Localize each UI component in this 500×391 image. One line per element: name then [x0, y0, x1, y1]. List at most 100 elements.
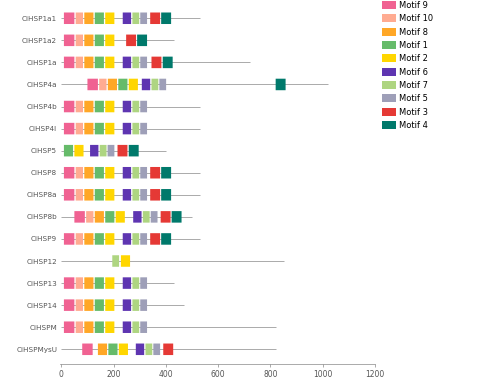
FancyBboxPatch shape [121, 255, 130, 267]
FancyBboxPatch shape [140, 57, 147, 68]
FancyBboxPatch shape [99, 79, 106, 90]
FancyBboxPatch shape [142, 79, 150, 90]
FancyBboxPatch shape [76, 321, 83, 333]
FancyBboxPatch shape [162, 57, 172, 68]
FancyBboxPatch shape [95, 13, 104, 24]
FancyBboxPatch shape [98, 344, 107, 355]
FancyBboxPatch shape [76, 233, 83, 245]
FancyBboxPatch shape [105, 57, 115, 68]
FancyBboxPatch shape [76, 167, 83, 179]
FancyBboxPatch shape [140, 277, 147, 289]
FancyBboxPatch shape [76, 189, 83, 201]
FancyBboxPatch shape [82, 344, 92, 355]
FancyBboxPatch shape [100, 145, 106, 156]
FancyBboxPatch shape [84, 277, 94, 289]
FancyBboxPatch shape [154, 344, 160, 355]
FancyBboxPatch shape [105, 167, 115, 179]
FancyBboxPatch shape [64, 57, 74, 68]
FancyBboxPatch shape [140, 300, 147, 311]
FancyBboxPatch shape [160, 211, 170, 222]
FancyBboxPatch shape [84, 167, 94, 179]
FancyBboxPatch shape [64, 167, 74, 179]
FancyBboxPatch shape [122, 57, 131, 68]
FancyBboxPatch shape [172, 211, 181, 222]
FancyBboxPatch shape [95, 101, 104, 112]
FancyBboxPatch shape [108, 79, 117, 90]
FancyBboxPatch shape [90, 145, 98, 156]
FancyBboxPatch shape [95, 233, 104, 245]
FancyBboxPatch shape [88, 79, 98, 90]
FancyBboxPatch shape [76, 13, 83, 24]
FancyBboxPatch shape [105, 189, 115, 201]
FancyBboxPatch shape [132, 233, 139, 245]
FancyBboxPatch shape [129, 145, 138, 156]
FancyBboxPatch shape [122, 13, 131, 24]
FancyBboxPatch shape [132, 277, 139, 289]
FancyBboxPatch shape [276, 79, 285, 90]
FancyBboxPatch shape [64, 277, 74, 289]
FancyBboxPatch shape [95, 300, 104, 311]
FancyBboxPatch shape [84, 101, 94, 112]
FancyBboxPatch shape [95, 211, 104, 222]
FancyBboxPatch shape [150, 167, 160, 179]
FancyBboxPatch shape [95, 277, 104, 289]
FancyBboxPatch shape [132, 167, 139, 179]
FancyBboxPatch shape [150, 211, 158, 222]
FancyBboxPatch shape [132, 321, 139, 333]
FancyBboxPatch shape [122, 233, 131, 245]
FancyBboxPatch shape [105, 321, 115, 333]
FancyBboxPatch shape [74, 211, 85, 222]
FancyBboxPatch shape [122, 321, 131, 333]
FancyBboxPatch shape [76, 34, 83, 46]
FancyBboxPatch shape [161, 167, 171, 179]
FancyBboxPatch shape [150, 189, 160, 201]
FancyBboxPatch shape [108, 344, 118, 355]
FancyBboxPatch shape [122, 167, 131, 179]
FancyBboxPatch shape [132, 123, 139, 135]
FancyBboxPatch shape [122, 123, 131, 135]
FancyBboxPatch shape [64, 233, 74, 245]
FancyBboxPatch shape [64, 145, 73, 156]
FancyBboxPatch shape [126, 34, 136, 46]
FancyBboxPatch shape [95, 321, 104, 333]
FancyBboxPatch shape [161, 189, 171, 201]
FancyBboxPatch shape [76, 123, 83, 135]
FancyBboxPatch shape [132, 57, 139, 68]
FancyBboxPatch shape [105, 13, 115, 24]
FancyBboxPatch shape [143, 211, 150, 222]
FancyBboxPatch shape [64, 13, 74, 24]
FancyBboxPatch shape [132, 189, 139, 201]
FancyBboxPatch shape [129, 79, 138, 90]
FancyBboxPatch shape [76, 101, 83, 112]
FancyBboxPatch shape [64, 101, 74, 112]
FancyBboxPatch shape [136, 344, 144, 355]
FancyBboxPatch shape [137, 34, 147, 46]
FancyBboxPatch shape [140, 123, 147, 135]
FancyBboxPatch shape [140, 233, 147, 245]
FancyBboxPatch shape [160, 79, 166, 90]
FancyBboxPatch shape [118, 145, 128, 156]
FancyBboxPatch shape [105, 233, 115, 245]
FancyBboxPatch shape [84, 233, 94, 245]
FancyBboxPatch shape [122, 300, 131, 311]
FancyBboxPatch shape [84, 34, 94, 46]
FancyBboxPatch shape [105, 34, 115, 46]
FancyBboxPatch shape [64, 34, 74, 46]
FancyBboxPatch shape [84, 13, 94, 24]
FancyBboxPatch shape [76, 300, 83, 311]
FancyBboxPatch shape [132, 300, 139, 311]
FancyBboxPatch shape [95, 167, 104, 179]
FancyBboxPatch shape [64, 123, 74, 135]
FancyBboxPatch shape [76, 277, 83, 289]
FancyBboxPatch shape [140, 321, 147, 333]
FancyBboxPatch shape [146, 344, 152, 355]
FancyBboxPatch shape [84, 300, 94, 311]
FancyBboxPatch shape [95, 34, 104, 46]
FancyBboxPatch shape [105, 277, 115, 289]
FancyBboxPatch shape [150, 13, 160, 24]
FancyBboxPatch shape [105, 300, 115, 311]
FancyBboxPatch shape [95, 123, 104, 135]
FancyBboxPatch shape [116, 211, 125, 222]
Legend: Motif 9, Motif 10, Motif 8, Motif 1, Motif 2, Motif 6, Motif 7, Motif 5, Motif 3: Motif 9, Motif 10, Motif 8, Motif 1, Mot… [382, 1, 433, 130]
FancyBboxPatch shape [84, 57, 94, 68]
